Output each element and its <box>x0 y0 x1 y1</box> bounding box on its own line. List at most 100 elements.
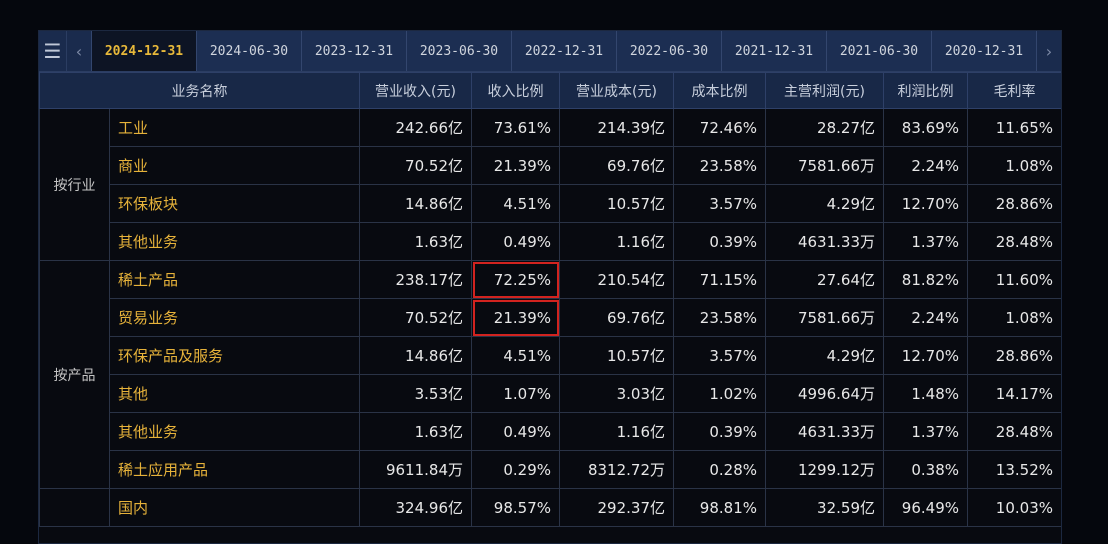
value-cell: 71.15% <box>673 260 766 299</box>
table-row[interactable]: 贸易业务 70.52亿 21.39% 69.76亿 23.58% 7581.66万 2.24… <box>40 298 1061 337</box>
value-cell: 4631.33万 <box>765 222 884 261</box>
value-cell: 7581.66万 <box>765 298 884 337</box>
value-cell: 1.37% <box>883 412 968 451</box>
value-cell: 10.57亿 <box>559 336 674 375</box>
col-header-cost[interactable]: 营业成本(元) <box>559 72 674 109</box>
value-cell: 0.49% <box>471 412 560 451</box>
table-row[interactable]: 商业 70.52亿 21.39% 69.76亿 23.58% 7581.66万 2.24% 1… <box>40 146 1061 185</box>
table-row[interactable]: 国内 324.96亿 98.57% 292.37亿 98.81% 32.59亿 96.49%… <box>39 488 1061 527</box>
value-cell: 28.86% <box>967 184 1061 223</box>
value-cell: 2.24% <box>883 146 968 185</box>
tab-period[interactable]: 2021-12-31 <box>721 31 826 71</box>
value-cell: 3.57% <box>673 184 766 223</box>
period-tabs: 2024-12-31 2024-06-30 2023-12-31 2023-06-30… <box>91 31 1036 71</box>
value-cell: 11.60% <box>967 260 1061 299</box>
business-name-cell: 商业 <box>109 146 360 185</box>
value-cell: 69.76亿 <box>559 146 674 185</box>
value-cell: 238.17亿 <box>359 260 472 299</box>
value-cell: 1.08% <box>967 146 1061 185</box>
value-cell: 72.46% <box>673 108 766 147</box>
value-cell: 28.27亿 <box>765 108 884 147</box>
col-header-revenue-ratio[interactable]: 收入比例 <box>471 72 560 109</box>
value-cell: 1299.12万 <box>765 450 884 489</box>
chevron-right-icon[interactable]: › <box>1036 31 1061 71</box>
value-cell: 27.64亿 <box>765 260 884 299</box>
tab-period[interactable]: 2022-12-31 <box>511 31 616 71</box>
value-cell: 242.66亿 <box>359 108 472 147</box>
table-row[interactable]: 稀土应用产品 9611.84万 0.29% 8312.72万 0.28% 1299.12万… <box>40 450 1061 489</box>
value-cell: 72.25% <box>471 260 560 299</box>
tab-period[interactable]: 2024-06-30 <box>196 31 301 71</box>
value-cell: 4.51% <box>471 336 560 375</box>
value-cell: 3.57% <box>673 336 766 375</box>
table-row[interactable]: 按产品 稀土产品 238.17亿 72.25% 210.54亿 71.15% 27.64亿 8… <box>39 260 1061 489</box>
value-cell: 3.03亿 <box>559 374 674 413</box>
business-name-cell: 国内 <box>109 488 360 527</box>
value-cell: 7581.66万 <box>765 146 884 185</box>
value-cell: 14.86亿 <box>359 184 472 223</box>
value-cell: 1.16亿 <box>559 222 674 261</box>
value-cell: 1.63亿 <box>359 412 472 451</box>
value-cell: 4.51% <box>471 184 560 223</box>
table-row[interactable]: 其他业务 1.63亿 0.49% 1.16亿 0.39% 4631.33万 1.37% 28.… <box>40 222 1061 261</box>
value-cell: 1.63亿 <box>359 222 472 261</box>
value-cell: 14.86亿 <box>359 336 472 375</box>
table-header-row: 业务名称 营业收入(元) 收入比例 营业成本(元) 成本比例 主营利润(元) 利… <box>39 72 1061 109</box>
value-cell: 32.59亿 <box>765 488 884 527</box>
business-name-cell: 稀土应用产品 <box>109 450 360 489</box>
chevron-left-icon[interactable]: ‹ <box>75 41 83 61</box>
value-cell: 4.29亿 <box>765 336 884 375</box>
col-header-gross-margin[interactable]: 毛利率 <box>967 72 1061 109</box>
value-cell: 1.37% <box>883 222 968 261</box>
value-cell: 1.08% <box>967 298 1061 337</box>
tab-period[interactable]: 2021-06-30 <box>826 31 931 71</box>
value-cell: 70.52亿 <box>359 298 472 337</box>
tab-period[interactable]: 2023-06-30 <box>406 31 511 71</box>
value-cell: 70.52亿 <box>359 146 472 185</box>
value-cell: 28.86% <box>967 336 1061 375</box>
value-cell: 96.49% <box>883 488 968 527</box>
tab-period[interactable]: 2020-12-31 <box>931 31 1036 71</box>
value-cell: 0.28% <box>673 450 766 489</box>
value-cell: 0.38% <box>883 450 968 489</box>
table-row[interactable]: 其他 3.53亿 1.07% 3.03亿 1.02% 4996.64万 1.48% 14.17… <box>40 374 1061 413</box>
col-header-profit-ratio[interactable]: 利润比例 <box>883 72 968 109</box>
tab-period[interactable]: 2024-12-31 <box>91 31 196 71</box>
col-header-cost-ratio[interactable]: 成本比例 <box>673 72 766 109</box>
table-row[interactable]: 按行业 工业 242.66亿 73.61% 214.39亿 72.46% 28.27亿 83.… <box>39 108 1061 261</box>
business-name-cell: 其他业务 <box>109 222 360 261</box>
col-header-revenue[interactable]: 营业收入(元) <box>359 72 472 109</box>
value-cell: 1.02% <box>673 374 766 413</box>
group-label <box>39 488 110 527</box>
business-name-cell: 环保板块 <box>109 184 360 223</box>
business-name-cell: 其他业务 <box>109 412 360 451</box>
value-cell: 11.65% <box>967 108 1061 147</box>
value-cell: 21.39% <box>471 146 560 185</box>
value-cell: 0.49% <box>471 222 560 261</box>
col-header-profit[interactable]: 主营利润(元) <box>765 72 884 109</box>
value-cell: 23.58% <box>673 298 766 337</box>
value-cell: 10.57亿 <box>559 184 674 223</box>
value-cell: 0.29% <box>471 450 560 489</box>
business-composition-panel: ☰ ‹ 2024-12-31 2024-06-30 2023-12-31 2023-0… <box>38 30 1062 544</box>
value-cell: 98.57% <box>471 488 560 527</box>
tab-period[interactable]: 2022-06-30 <box>616 31 721 71</box>
value-cell: 0.39% <box>673 412 766 451</box>
value-cell: 73.61% <box>471 108 560 147</box>
group-label: 按产品 <box>39 260 110 489</box>
col-header-business-name[interactable]: 业务名称 <box>39 72 360 109</box>
value-cell: 210.54亿 <box>559 260 674 299</box>
table-row[interactable]: 环保产品及服务 14.86亿 4.51% 10.57亿 3.57% 4.29亿 12.70%… <box>40 336 1061 375</box>
table-row[interactable]: 环保板块 14.86亿 4.51% 10.57亿 3.57% 4.29亿 12.70% 28.… <box>40 184 1061 223</box>
value-cell: 10.03% <box>967 488 1061 527</box>
tab-period[interactable]: 2023-12-31 <box>301 31 406 71</box>
business-name-cell: 其他 <box>109 374 360 413</box>
table-row[interactable]: 其他业务 1.63亿 0.49% 1.16亿 0.39% 4631.33万 1.37% 28.… <box>40 412 1061 451</box>
business-name-cell: 贸易业务 <box>109 298 360 337</box>
value-cell: 28.48% <box>967 222 1061 261</box>
business-name-cell: 稀土产品 <box>109 260 360 299</box>
value-cell: 21.39% <box>471 298 560 337</box>
value-cell: 1.07% <box>471 374 560 413</box>
menu-icon[interactable]: ☰ <box>39 31 67 71</box>
value-cell: 3.53亿 <box>359 374 472 413</box>
